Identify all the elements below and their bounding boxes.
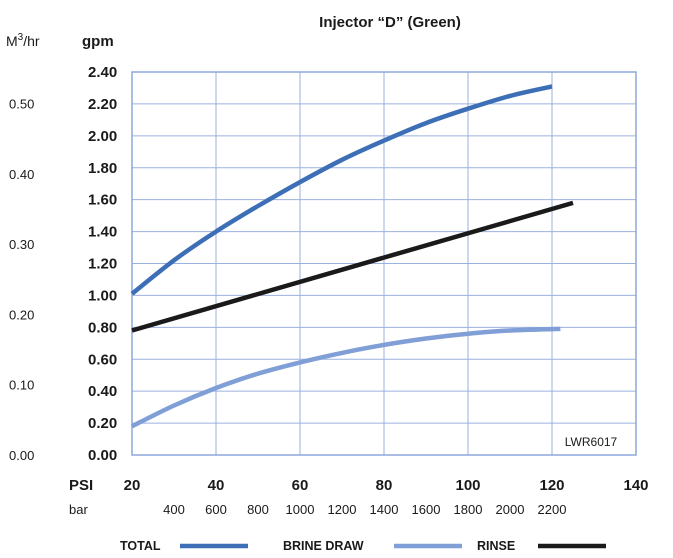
- chart-title: Injector “D” (Green): [319, 14, 461, 31]
- m3hr-tick-label: 0.40: [9, 167, 34, 182]
- gpm-tick-label: 1.00: [88, 287, 117, 304]
- m3hr-tick-label: 0.50: [9, 97, 34, 112]
- psi-tick-label: 60: [292, 477, 309, 494]
- series-line-brine-draw: [130, 326, 561, 429]
- m3hr-tick-label: 0.00: [9, 448, 34, 463]
- bar-tick-label: 2200: [538, 502, 567, 517]
- gpm-tick-label: 2.00: [88, 128, 117, 145]
- bar-tick-labels: 400 600 800 1000 1200 1400 1600 1800 2000 2200: [163, 502, 566, 517]
- m3hr-tick-label: 0.10: [9, 378, 34, 393]
- gpm-tick-label: 0.20: [88, 415, 117, 432]
- plot-grid: [131, 71, 637, 456]
- bar-tick-label: 1800: [454, 502, 483, 517]
- m3hr-axis-unit: M3/hr: [6, 32, 40, 49]
- code-label: LWR6017: [565, 435, 618, 449]
- psi-axis-unit: PSI: [69, 477, 93, 494]
- bar-axis-unit: bar: [69, 502, 88, 517]
- psi-tick-label: 100: [455, 477, 480, 494]
- gpm-tick-label: 2.40: [88, 64, 117, 81]
- code-label-bg: [555, 430, 627, 452]
- psi-tick-label: 80: [376, 477, 393, 494]
- bar-tick-label: 400: [163, 502, 185, 517]
- bar-tick-label: 1600: [412, 502, 441, 517]
- series-line-total: [130, 84, 553, 296]
- m3hr-tick-label: 0.30: [9, 237, 34, 252]
- gpm-tick-label: 1.20: [88, 256, 117, 273]
- bar-tick-label: 1200: [328, 502, 357, 517]
- psi-tick-label: 40: [208, 477, 225, 494]
- psi-tick-label: 120: [539, 477, 564, 494]
- gpm-tick-label: 0.60: [88, 351, 117, 368]
- gpm-tick-label: 0.40: [88, 383, 117, 400]
- bar-tick-label: 600: [205, 502, 227, 517]
- m3hr-tick-label: 0.20: [9, 307, 34, 322]
- m3hr-unit-superscript: 3: [18, 32, 24, 43]
- psi-tick-labels: 20 40 60 80 100 120 140: [124, 477, 649, 494]
- psi-tick-label: 140: [623, 477, 648, 494]
- gpm-axis-unit: gpm: [82, 33, 114, 50]
- gpm-tick-label: 1.80: [88, 160, 117, 177]
- legend-label-total: TOTAL: [120, 539, 161, 553]
- legend-label-rinse: RINSE: [477, 539, 515, 553]
- gpm-tick-label: 1.60: [88, 192, 117, 209]
- bar-tick-label: 2000: [496, 502, 525, 517]
- gpm-tick-label: 2.20: [88, 96, 117, 113]
- m3hr-unit-base: M: [6, 33, 18, 49]
- gpm-tick-labels: 0.00 0.20 0.40 0.60 0.80 1.00 1.20 1.40 1.60 1.80…: [88, 64, 117, 464]
- series-lines: [130, 84, 574, 429]
- psi-tick-label: 20: [124, 477, 141, 494]
- gpm-tick-label: 0.00: [88, 447, 117, 464]
- m3hr-unit-tail: /hr: [23, 33, 40, 49]
- plot-frame: [131, 71, 637, 456]
- m3hr-tick-labels: 0.00 0.10 0.20 0.30 0.40 0.50: [9, 97, 34, 463]
- bar-tick-label: 800: [247, 502, 269, 517]
- bar-tick-label: 1400: [370, 502, 399, 517]
- legend-label-brine-draw: BRINE DRAW: [283, 539, 364, 553]
- gpm-tick-label: 0.80: [88, 319, 117, 336]
- series-line-rinse: [131, 200, 574, 333]
- legend: TOTAL BRINE DRAW RINSE: [120, 539, 606, 553]
- bar-tick-label: 1000: [286, 502, 315, 517]
- gpm-tick-label: 1.40: [88, 224, 117, 241]
